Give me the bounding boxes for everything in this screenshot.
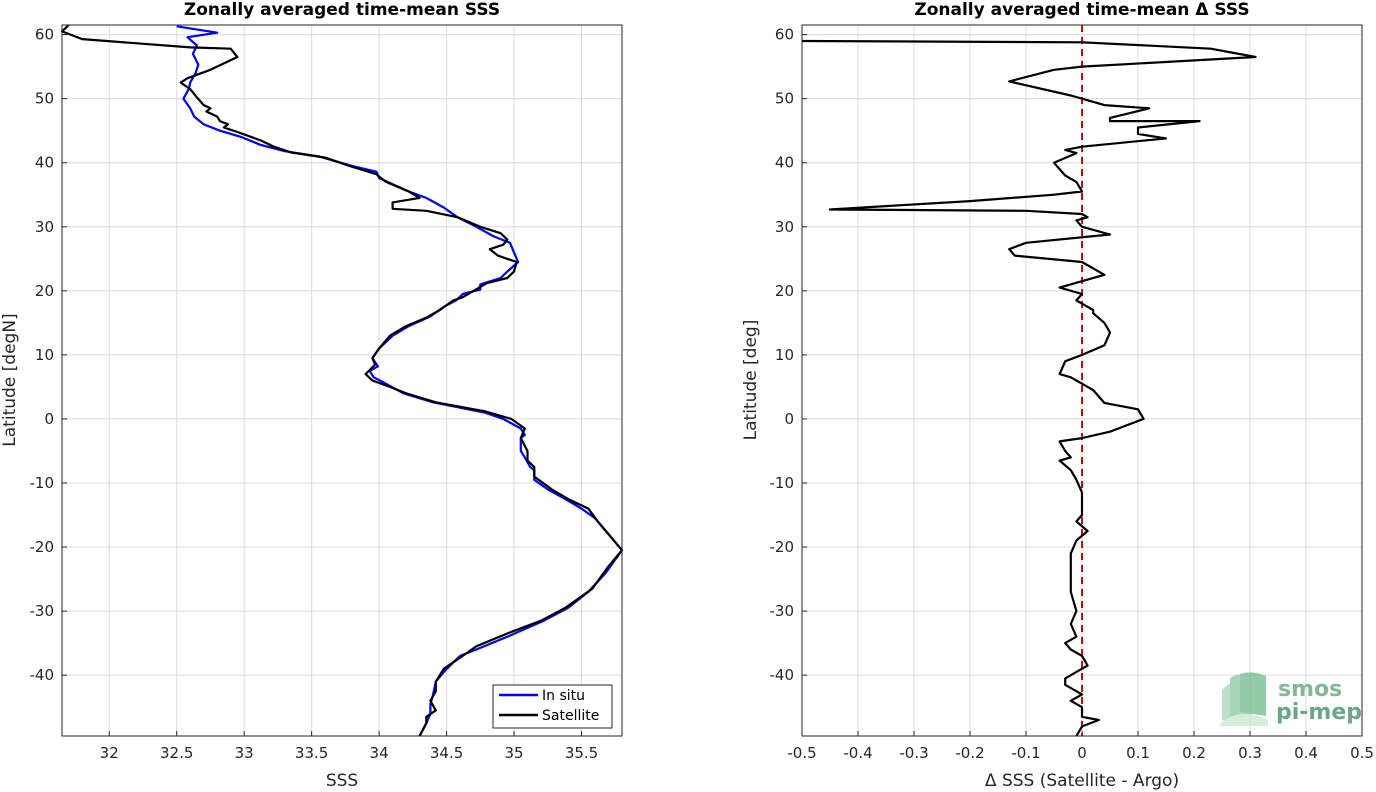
x-axis-label: Δ SSS (Satellite - Argo) (985, 771, 1179, 791)
logo-text-smos: smos (1278, 677, 1342, 702)
x-tick-label: 0 (1077, 744, 1087, 762)
x-axis-label: SSS (326, 771, 358, 791)
delta-sss-panel: Zonally averaged time-mean Δ SSS Δ SSS (… (741, 0, 1374, 791)
y-tick-label: 10 (775, 346, 794, 364)
y-tick-label: 50 (35, 90, 54, 108)
y-axis-label: Latitude [deg] (741, 320, 761, 441)
series-line-satellite (60, 24, 624, 737)
x-tick-label: 0.3 (1238, 744, 1262, 762)
y-tick-label: 20 (35, 282, 54, 300)
x-tick-label: 34.5 (430, 744, 463, 762)
y-tick-label: 50 (775, 90, 794, 108)
y-tick-label: 60 (35, 26, 54, 44)
x-tick-label: 0.2 (1182, 744, 1206, 762)
x-tick-label: 35.5 (565, 744, 598, 762)
y-tick-label: -10 (770, 474, 795, 492)
x-tick-label: 32.5 (160, 744, 193, 762)
y-tick-label: -30 (770, 602, 795, 620)
y-tick-label: 0 (784, 410, 794, 428)
x-tick-label: 0.1 (1126, 744, 1150, 762)
y-tick-label: 40 (775, 154, 794, 172)
y-tick-label: -20 (30, 538, 55, 556)
x-tick-label: -0.2 (955, 744, 984, 762)
y-tick-labels: 60 50 40 30 20 10 0 -10 -20 -30 -40 (30, 26, 55, 685)
x-tick-label: -0.3 (899, 744, 928, 762)
x-tick-label: 0.5 (1350, 744, 1374, 762)
x-tick-label: 35 (505, 744, 524, 762)
y-tick-label: 60 (775, 26, 794, 44)
y-tick-label: 20 (775, 282, 794, 300)
chart-title: Zonally averaged time-mean SSS (184, 0, 500, 20)
legend-box (492, 684, 613, 729)
y-tick-label: -30 (30, 602, 55, 620)
x-tick-label: 33.5 (295, 744, 328, 762)
y-tick-label: -10 (30, 474, 55, 492)
legend-label-satellite: Satellite (542, 708, 599, 724)
logo-wave-icon (1220, 672, 1268, 726)
x-tick-label: 0.4 (1294, 744, 1318, 762)
y-tick-label: 40 (35, 154, 54, 172)
chart-title: Zonally averaged time-mean Δ SSS (914, 0, 1249, 20)
x-tick-label: -0.5 (787, 744, 816, 762)
x-tick-label: 34 (370, 744, 389, 762)
legend-label-in-situ: In situ (542, 688, 585, 704)
y-tick-label: 0 (44, 410, 54, 428)
y-tick-labels: 60 50 40 30 20 10 0 -10 -20 -30 -40 (770, 26, 795, 685)
y-axis-label: Latitude [degN] (0, 313, 20, 446)
x-tick-label: 33 (235, 744, 254, 762)
y-tick-label: -20 (770, 538, 795, 556)
series-lines (60, 24, 624, 737)
sss-profile-panel: Zonally averaged time-mean SSS SSS Latit… (0, 0, 624, 791)
series-lines (801, 25, 1257, 737)
legend: In situ Satellite (492, 684, 613, 729)
y-tick-label: 30 (35, 218, 54, 236)
plot-frame (61, 24, 623, 737)
series-line-delta-sss (801, 39, 1257, 737)
grid (801, 25, 1363, 736)
x-tick-label: -0.4 (843, 744, 872, 762)
x-tick-labels: -0.5 -0.4 -0.3 -0.2 -0.1 0 0.1 0.2 0.3 0.4 0.5 (787, 744, 1374, 762)
x-tick-label: -0.1 (1011, 744, 1040, 762)
series-line-in-situ (176, 25, 624, 737)
logo-text-pi-mep: pi-mep (1276, 700, 1362, 725)
x-tick-labels: 32 32.5 33 33.5 34 34.5 35 35.5 (100, 744, 599, 762)
y-tick-label: 30 (775, 218, 794, 236)
y-tick-label: -40 (770, 666, 795, 684)
x-tick-label: 32 (100, 744, 119, 762)
y-tick-label: -40 (30, 666, 55, 684)
smos-pi-mep-logo: smos pi-mep (1220, 672, 1362, 726)
plot-frame (801, 24, 1363, 737)
y-tick-label: 10 (35, 346, 54, 364)
grid (62, 25, 622, 736)
